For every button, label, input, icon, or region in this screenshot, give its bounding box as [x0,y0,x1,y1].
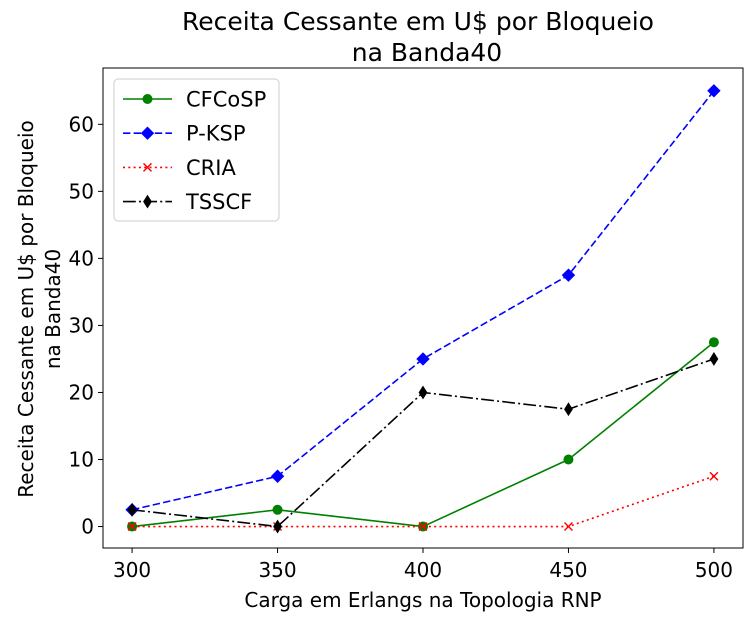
y-tick-label: 30 [69,313,94,337]
legend-label-cfcosp: CFCoSP [186,88,266,112]
data-point-cria [709,471,719,481]
data-point-tsscf [709,352,719,366]
chart-title-line-1: Receita Cessante em U$ por Bloqueio [182,7,654,36]
data-point-p-ksp [561,268,576,282]
data-point-cfcosp [563,454,574,465]
data-point-cria [563,522,573,532]
legend-box [113,78,280,222]
series-line-cfcosp [131,341,715,528]
x-tick-label: 400 [404,558,442,582]
data-point-p-ksp [270,469,285,483]
y-axis-label-line-1: Receita Cessante em U$ por Bloqueio [14,120,38,498]
legend-label-cria: CRIA [186,156,236,180]
legend-marker-cria [143,162,152,172]
data-point-tsscf [418,385,428,400]
legend: CFCoSP P-KSP CRIA TSSCF [113,78,280,222]
y-tick-label: 40 [69,246,94,270]
chart-title-line-2: na Banda40 [352,38,502,67]
series-line-p-ksp [131,90,715,511]
y-tick-label: 0 [81,515,94,539]
data-point-tsscf [273,519,282,534]
legend-marker-tsscf [143,194,152,209]
x-tick-label: 300 [113,558,151,582]
legend-label-p-ksp: P-KSP [186,122,246,146]
x-tick-label: 500 [695,558,733,582]
y-axis-label-line-2: na Banda40 [41,249,65,369]
data-point-tsscf [564,402,573,417]
data-point-cria [418,522,428,532]
legend-label-tsscf: TSSCF [185,190,252,214]
series-line-tsscf [131,358,715,528]
data-point-p-ksp [707,84,721,98]
data-point-cfcosp [708,337,719,348]
legend-marker-p-ksp [140,126,155,140]
y-tick-label: 10 [69,448,94,472]
series-line-cria [132,475,715,528]
plot-area: 300 350 400 450 500 0 10 20 30 40 50 60 [69,67,744,582]
legend-marker-cfcosp [142,94,153,104]
y-tick-label: 50 [69,179,94,203]
x-tick-label: 450 [549,558,587,582]
y-tick-label: 60 [69,112,94,136]
data-point-p-ksp [416,352,430,366]
x-axis-label: Carga em Erlangs na Topologia RNP [244,588,601,612]
y-tick-label: 20 [69,380,94,404]
data-point-cria [127,522,137,532]
data-point-tsscf [127,502,137,517]
data-point-cfcosp [272,504,283,515]
x-tick-label: 350 [258,558,296,582]
